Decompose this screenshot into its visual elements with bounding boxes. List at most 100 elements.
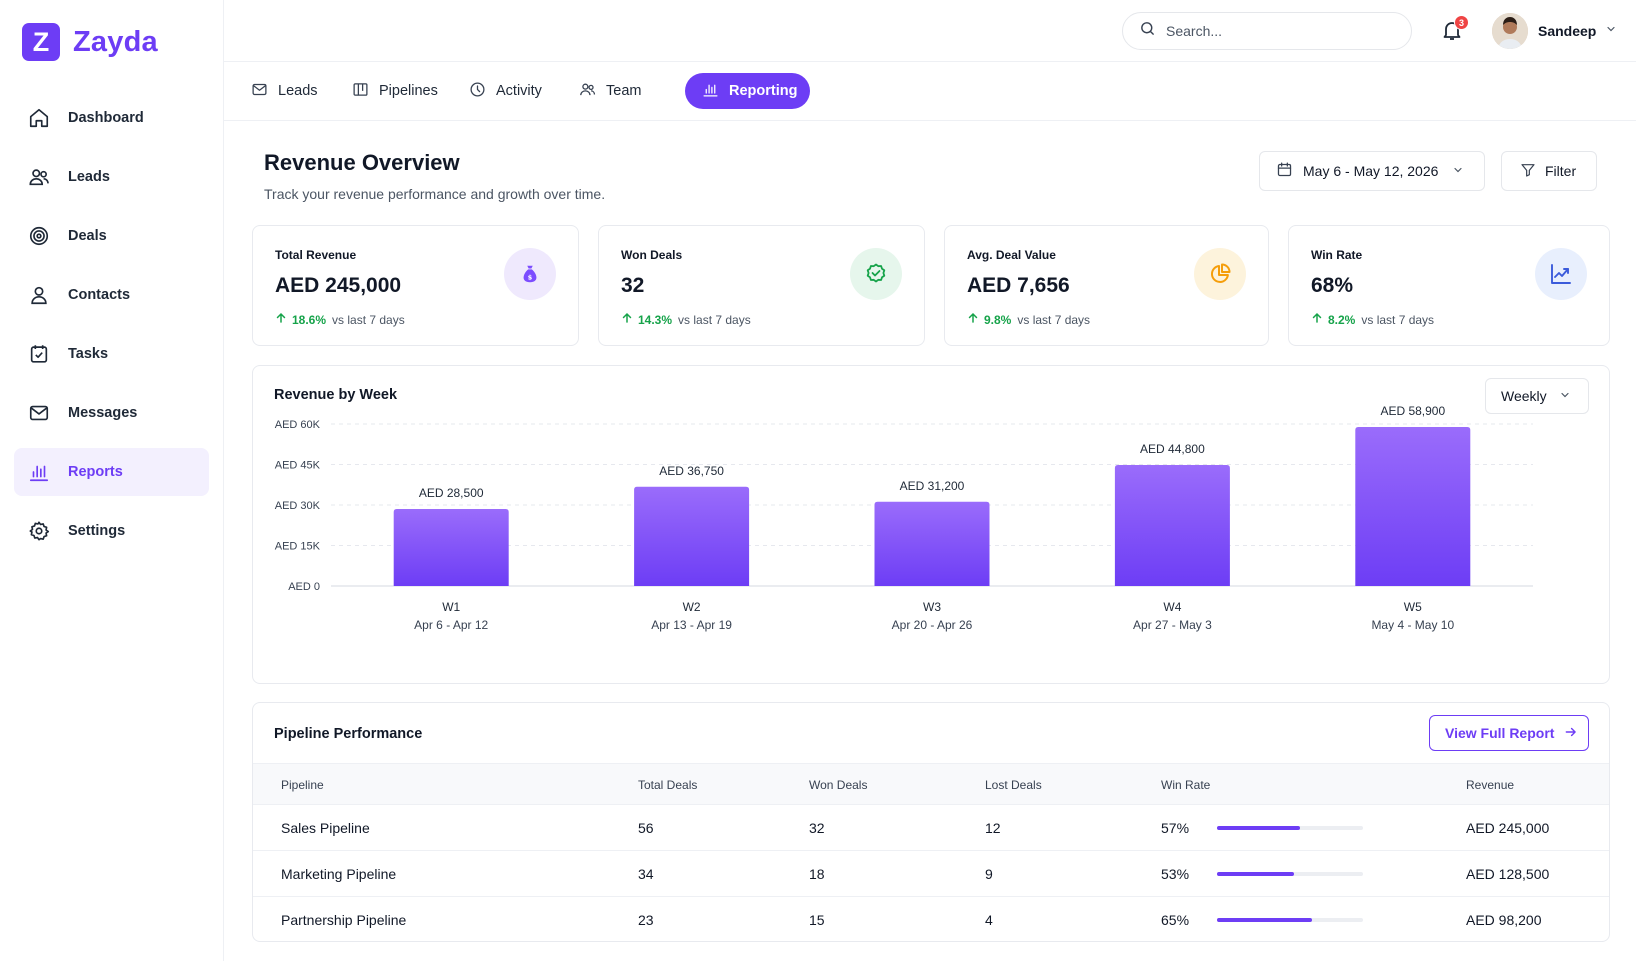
team-icon [579, 81, 596, 102]
date-range-label: May 6 - May 12, 2026 [1303, 163, 1439, 179]
kpi-label: Won Deals [621, 248, 683, 262]
win-rate-bar [1217, 918, 1363, 922]
kpi-delta-percent: 9.8% [984, 312, 1012, 327]
filter-icon [1520, 162, 1536, 181]
sidebar-item-leads[interactable]: Leads [14, 153, 209, 201]
tab-label: Pipelines [379, 83, 438, 99]
bar [874, 501, 990, 586]
sidebar-item-reports[interactable]: Reports [14, 448, 209, 496]
tab-pipelines[interactable]: Pipelines [335, 73, 455, 109]
view-full-report-button[interactable]: View Full Report [1429, 715, 1589, 751]
tab-leads[interactable]: Leads [234, 73, 335, 109]
pipeline-performance-card: Pipeline Performance View Full Report Pi… [252, 702, 1610, 942]
table-row[interactable]: Sales Pipeline 56 32 12 57% AED 245,000 [253, 805, 1609, 851]
kpi-label: Win Rate [1311, 248, 1363, 262]
calendar-check-icon [28, 343, 50, 365]
chart-title: Revenue by Week [274, 387, 398, 403]
filter-button[interactable]: Filter [1501, 151, 1597, 191]
tab-reporting[interactable]: Reporting [685, 73, 810, 109]
pipeline-name: Marketing Pipeline [281, 866, 397, 882]
pipeline-name: Partnership Pipeline [281, 912, 407, 928]
lost-deals: 12 [985, 820, 1001, 836]
win-rate-bar-fill [1217, 872, 1295, 876]
topbar: 3 Sandeep [224, 0, 1636, 62]
clock-icon [469, 81, 486, 102]
won-deals: 32 [809, 820, 825, 836]
bar-data-label: AED 31,200 [900, 479, 965, 493]
x-tick-range-label: Apr 13 - Apr 19 [651, 618, 732, 632]
tab-activity[interactable]: Activity [452, 73, 559, 109]
x-tick-range-label: May 4 - May 10 [1371, 618, 1454, 632]
kpi-delta-percent: 8.2% [1328, 312, 1356, 327]
gear-icon [28, 520, 50, 542]
tab-label: Team [606, 83, 642, 99]
avatar [1492, 13, 1528, 49]
user-menu[interactable]: Sandeep [1492, 12, 1617, 50]
arrow-up-icon [275, 312, 287, 327]
sidebar-item-settings[interactable]: Settings [14, 507, 209, 555]
column-header[interactable]: Won Deals [809, 778, 868, 792]
column-header[interactable]: Revenue [1466, 778, 1515, 792]
bar [1114, 465, 1230, 586]
sidebar-item-tasks[interactable]: Tasks [14, 330, 209, 378]
search-input[interactable] [1166, 23, 1386, 39]
win-rate: 57% [1161, 820, 1190, 836]
bell-icon [1440, 22, 1464, 46]
date-range-picker[interactable]: May 6 - May 12, 2026 [1259, 151, 1485, 191]
chevron-down-icon [1452, 163, 1464, 179]
kpi-value: AED 7,656 [967, 274, 1070, 297]
y-tick-label: AED 60K [275, 419, 321, 431]
sidebar-item-deals[interactable]: Deals [14, 212, 209, 260]
notification-count-badge: 3 [1454, 15, 1469, 30]
period-select[interactable]: Weekly [1485, 378, 1589, 414]
win-rate: 65% [1161, 912, 1190, 928]
kpi-delta: 18.6% vs last 7 days [275, 312, 405, 327]
page-title: Revenue Overview [264, 150, 460, 175]
column-header[interactable]: Pipeline [281, 778, 324, 792]
chevron-down-icon [1605, 22, 1617, 40]
table-row[interactable]: Partnership Pipeline 23 15 4 65% AED 98,… [253, 897, 1609, 941]
tab-team[interactable]: Team [562, 73, 658, 109]
x-tick-range-label: Apr 20 - Apr 26 [892, 618, 973, 632]
sidebar-nav: Dashboard Leads Deals Contacts [14, 94, 209, 566]
tab-label: Activity [496, 83, 542, 99]
table-row[interactable]: Marketing Pipeline 34 18 9 53% AED 128,5… [253, 851, 1609, 897]
win-rate-bar-fill [1217, 918, 1312, 922]
notifications-button[interactable]: 3 [1440, 15, 1469, 46]
bar-data-label: AED 58,900 [1380, 404, 1445, 418]
kanban-icon [352, 81, 369, 102]
sidebar-item-dashboard[interactable]: Dashboard [14, 94, 209, 142]
chevron-down-icon [1559, 388, 1571, 404]
lost-deals: 9 [985, 866, 993, 882]
sidebar-item-messages[interactable]: Messages [14, 389, 209, 437]
kpi-delta-percent: 18.6% [292, 312, 327, 327]
mail-icon [251, 81, 268, 102]
kpi-value: 32 [621, 274, 645, 297]
arrow-right-icon [1564, 725, 1578, 742]
sidebar-item-label: Leads [68, 169, 110, 185]
mail-icon [28, 402, 50, 424]
bar-data-label: AED 28,500 [419, 486, 484, 500]
tab-label: Reporting [729, 83, 798, 99]
sidebar-item-contacts[interactable]: Contacts [14, 271, 209, 319]
pipeline-name: Sales Pipeline [281, 820, 370, 836]
tab-label: Leads [278, 83, 318, 99]
brand[interactable]: Z Zayda [22, 23, 158, 61]
total-deals: 56 [638, 820, 654, 836]
x-tick-label: W2 [683, 600, 701, 614]
kpi-value: 68% [1311, 274, 1354, 297]
brand-name: Zayda [73, 25, 158, 58]
column-header[interactable]: Win Rate [1161, 778, 1211, 792]
kpi-card-avg-deal-value: Avg. Deal Value AED 7,656 9.8% vs last 7… [944, 225, 1269, 346]
lost-deals: 4 [985, 912, 993, 928]
revenue: AED 98,200 [1466, 912, 1542, 928]
y-tick-label: AED 30K [275, 500, 321, 512]
revenue-bar-chart: AED 0 AED 15K AED 30K AED 45K AED 60K AED 28… [275, 404, 1533, 632]
sidebar: Z Zayda Dashboard Leads Deals [0, 0, 224, 961]
column-header[interactable]: Lost Deals [985, 778, 1042, 792]
brand-logo: Z [22, 23, 60, 61]
y-tick-label: AED 0 [288, 581, 320, 593]
column-header[interactable]: Total Deals [638, 778, 698, 792]
kpi-compare: vs last 7 days [332, 312, 405, 327]
search-box[interactable] [1122, 12, 1412, 50]
